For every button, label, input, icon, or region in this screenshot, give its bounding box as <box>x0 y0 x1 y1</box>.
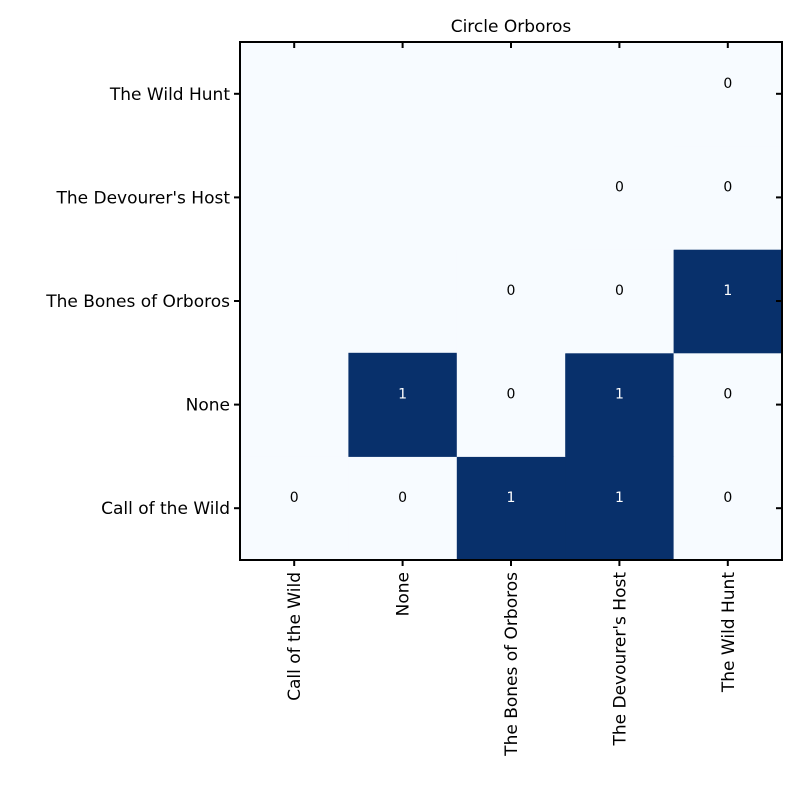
heatmap-cell <box>456 456 566 561</box>
x-tick-label: The Wild Hunt <box>719 572 739 693</box>
cell-value-label: 0 <box>507 283 516 299</box>
y-tick-label: None <box>186 396 230 416</box>
cell-value-label: 1 <box>615 387 624 403</box>
heatmap-cell <box>565 456 675 561</box>
cell-value-label: 0 <box>723 76 732 92</box>
x-tick-label: The Devourer's Host <box>610 572 630 747</box>
heatmap-cell <box>673 249 783 354</box>
cell-value-label: 1 <box>507 490 516 506</box>
heatmap-cell <box>348 352 458 457</box>
cell-value-label: 0 <box>290 490 299 506</box>
heatmap-cell <box>673 456 783 561</box>
x-tick-label: The Bones of Orboros <box>502 572 522 757</box>
plot-frame <box>239 41 783 561</box>
y-axis-tick-labels: Call of the Wild None The Bones of Orboros… <box>45 85 230 519</box>
cell-value-label: 0 <box>398 490 407 506</box>
cell-value-label: 0 <box>615 283 624 299</box>
cell-value-label: 1 <box>615 490 624 506</box>
cell-value-label: 0 <box>723 387 732 403</box>
y-tick-label: The Wild Hunt <box>109 85 230 105</box>
heatmap-cell <box>456 352 566 457</box>
heatmap-cell <box>565 249 675 354</box>
y-tick-label: The Devourer's Host <box>55 188 230 208</box>
x-tick-label: Call of the Wild <box>285 572 305 701</box>
heatmap-cell <box>673 42 783 147</box>
cell-value-label: 0 <box>723 490 732 506</box>
x-tick-label: None <box>394 572 414 616</box>
heatmap-cells <box>240 42 783 561</box>
x-axis-tick-labels: Call of the Wild None The Bones of Orboros… <box>285 572 739 757</box>
heatmap-cell <box>565 145 675 250</box>
cell-value-label: 1 <box>723 283 732 299</box>
cell-value-label: 1 <box>398 387 407 403</box>
heatmap-cell <box>565 352 675 457</box>
cell-value-labels: 0 0 1 1 0 1 0 1 0 0 0 1 0 0 0 <box>290 76 733 506</box>
y-tick-label: The Bones of Orboros <box>45 292 230 312</box>
chart-title: Circle Orboros <box>451 17 572 37</box>
cell-value-label: 0 <box>723 179 732 195</box>
heatmap-cell <box>240 456 349 561</box>
heatmap-cell <box>456 249 566 354</box>
heatmap-cell <box>673 145 783 250</box>
y-tick-label: Call of the Wild <box>101 499 230 519</box>
cell-value-label: 0 <box>507 387 516 403</box>
heatmap-cell <box>673 352 783 457</box>
cell-value-label: 0 <box>615 179 624 195</box>
heatmap-cell <box>348 456 458 561</box>
